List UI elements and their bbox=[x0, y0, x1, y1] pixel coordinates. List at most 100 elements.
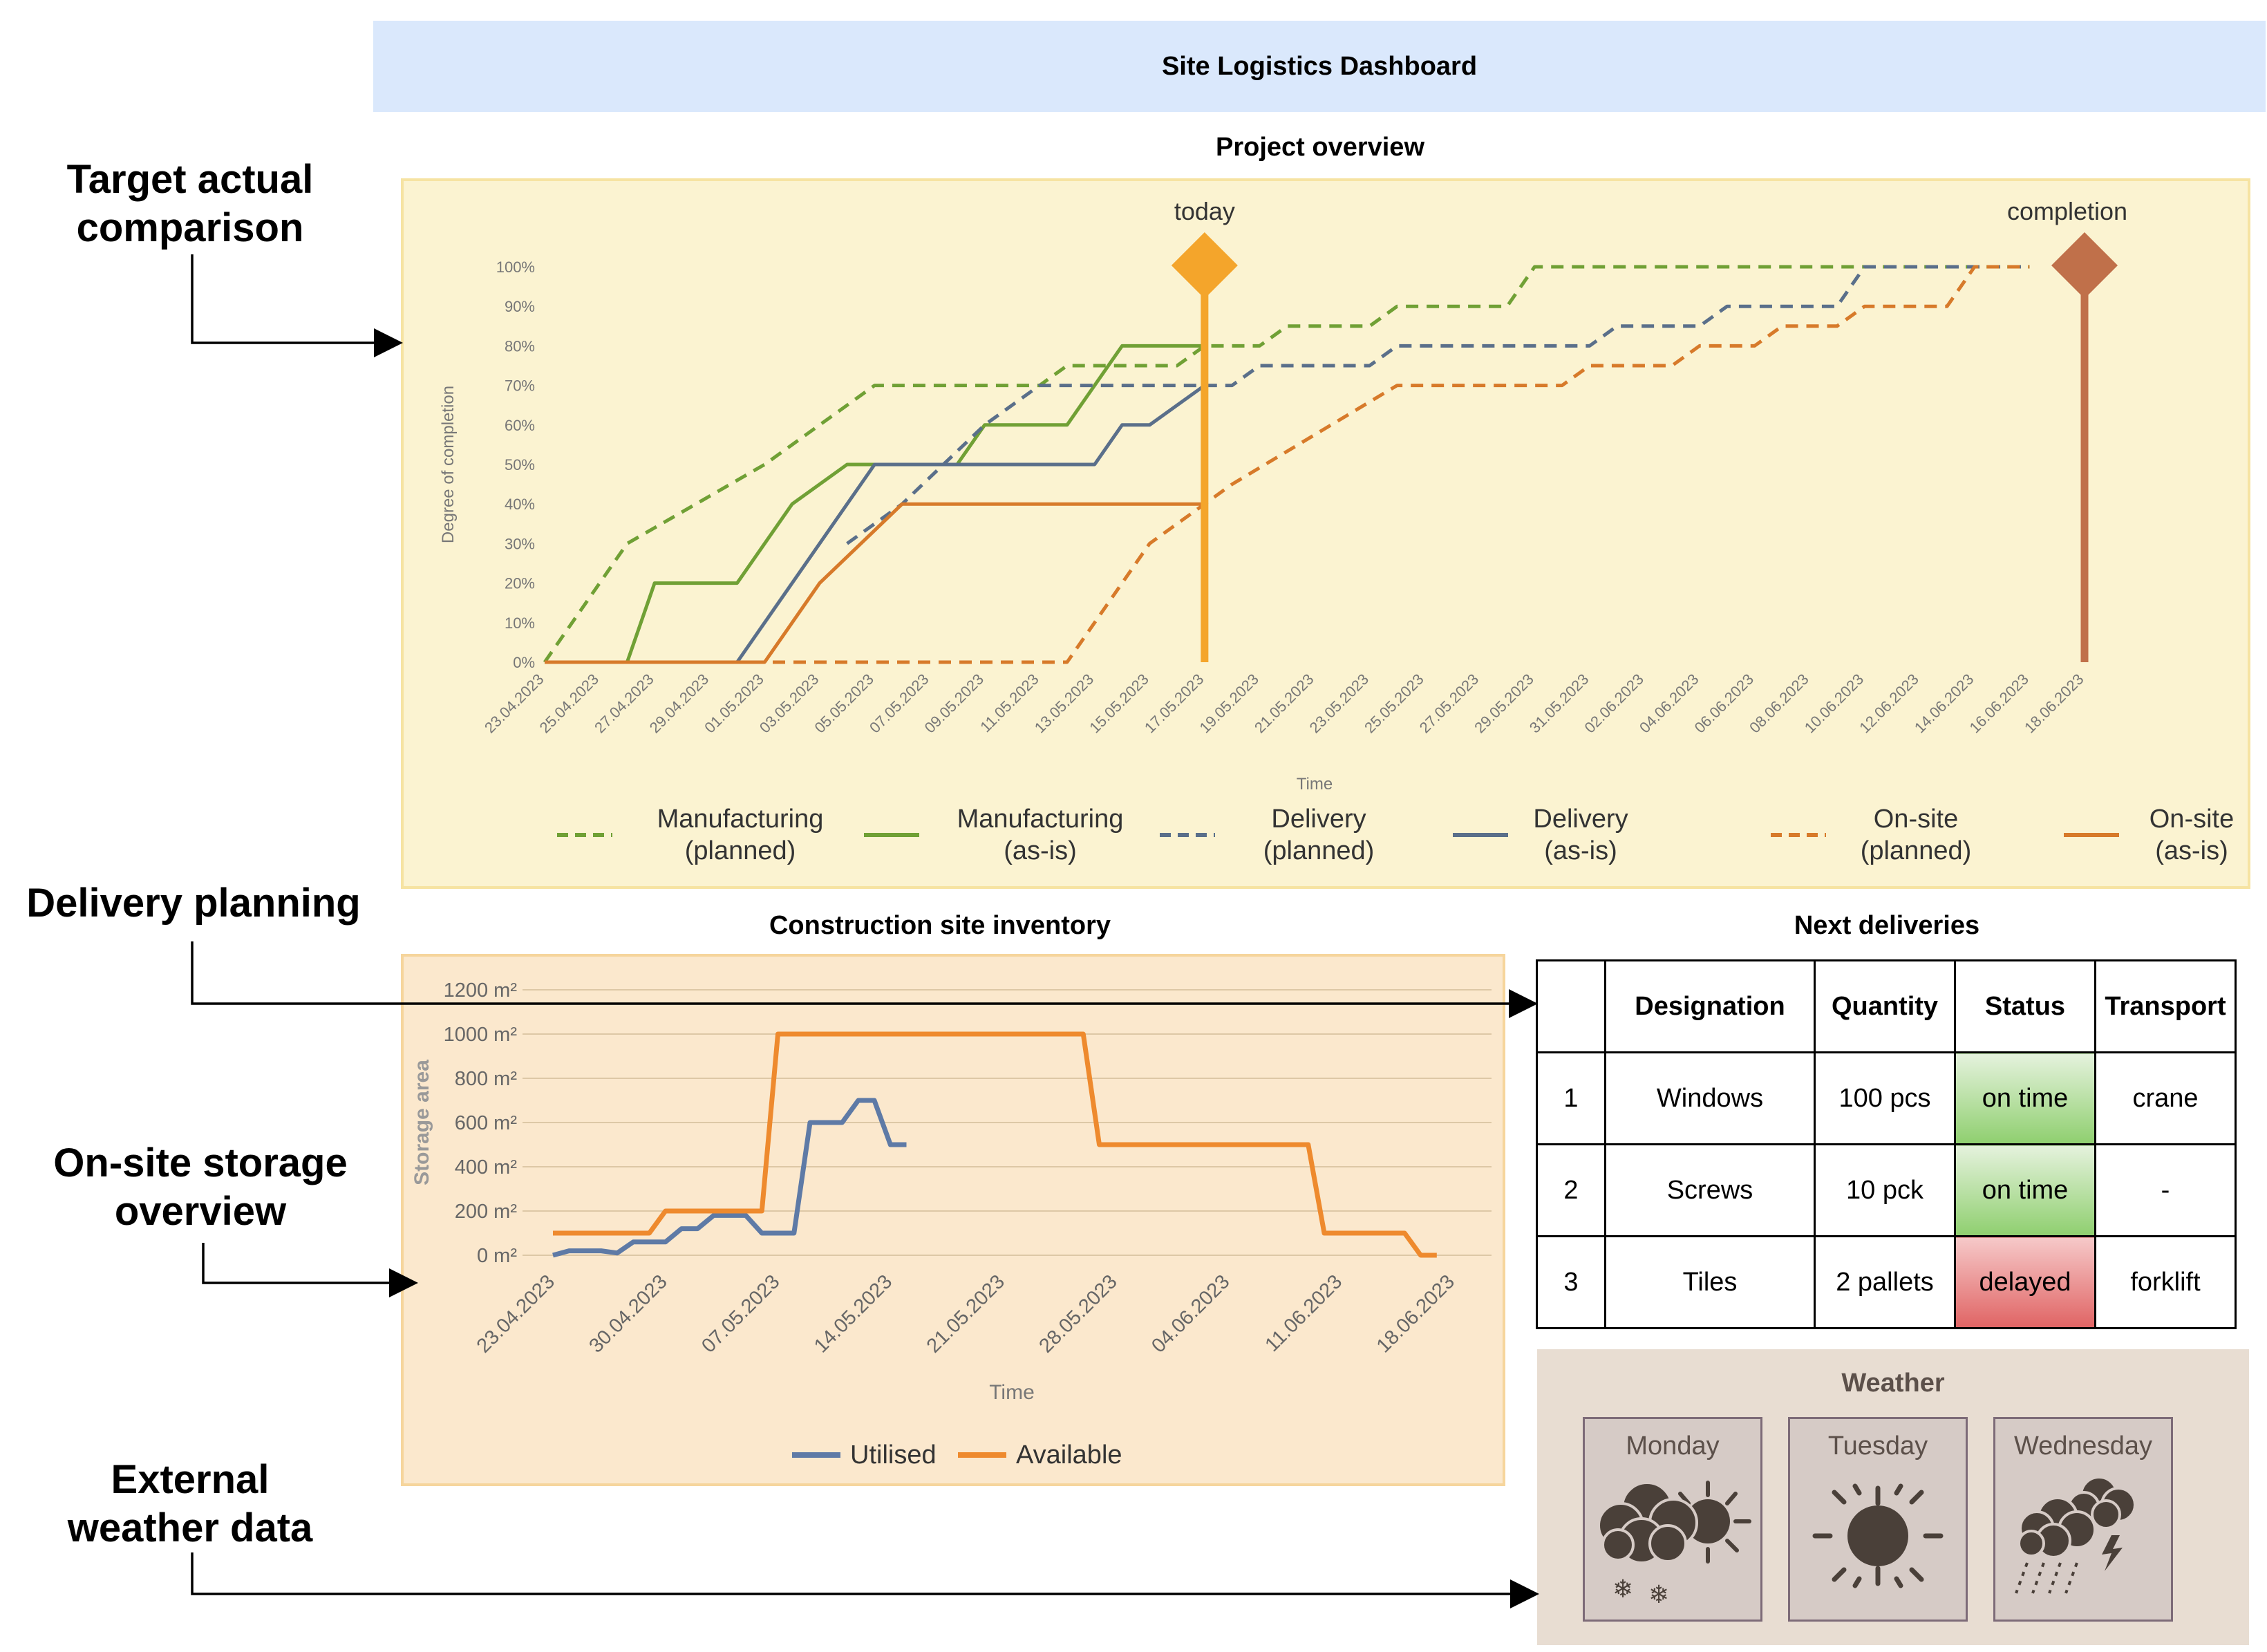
series-line-0 bbox=[543, 265, 2030, 664]
day-name: Wednesday bbox=[2014, 1432, 2152, 1461]
inventory-chart: 0 m² 200 m² 400 m² 600 m² 800 m² 1000 m² 1200 … bbox=[411, 979, 1492, 1404]
row-designation: Tiles bbox=[1604, 1235, 1816, 1329]
label-delivery-text: Delivery planning bbox=[26, 881, 361, 926]
label-on-site-storage: On-site storage overview bbox=[28, 1139, 373, 1236]
weather-day-wednesday[interactable]: Wednesday bbox=[1993, 1417, 2173, 1622]
row-designation: Screws bbox=[1604, 1143, 1816, 1237]
project-overview-title: Project overview bbox=[1215, 133, 1425, 162]
inventory-panel: 0 m² 200 m² 400 m² 600 m² 800 m² 1000 m² 1200 … bbox=[401, 954, 1505, 1486]
y-tick-label: 800 m² bbox=[455, 1068, 518, 1090]
legend-item: On-site (as-is) bbox=[2062, 803, 2250, 867]
y-tick-label: 90% bbox=[505, 298, 535, 315]
row-number: 2 bbox=[1536, 1143, 1606, 1237]
y-tick-label: 0 m² bbox=[477, 1245, 517, 1267]
label-target-actual-comparison: Target actual comparison bbox=[48, 156, 332, 252]
sun-icon bbox=[1812, 1483, 1944, 1588]
marker-label-today: today bbox=[1174, 197, 1235, 225]
legend-item: Utilised bbox=[791, 1439, 937, 1471]
row-quantity: 10 pck bbox=[1814, 1143, 1956, 1237]
dashboard-title-banner: Site Logistics Dashboard bbox=[373, 21, 2266, 112]
cloud-sun-snow-icon: ❄ ❄ bbox=[1597, 1481, 1751, 1609]
y-tick-label: 1200 m² bbox=[444, 979, 518, 1002]
legend-item: Manufacturing (as-is) bbox=[863, 803, 1147, 867]
y-tick-label: 10% bbox=[505, 614, 535, 632]
row-status-badge: on time bbox=[1954, 1143, 2096, 1237]
legend-swatch bbox=[792, 1452, 840, 1458]
legend-label: On-site (as-is) bbox=[2149, 805, 2235, 865]
label-external-weather: External weather data bbox=[48, 1456, 332, 1552]
row-quantity: 100 pcs bbox=[1814, 1051, 1956, 1145]
row-number: 3 bbox=[1536, 1235, 1606, 1329]
y-tick-label: 30% bbox=[505, 535, 535, 552]
row-transport: crane bbox=[2094, 1051, 2237, 1145]
series-line-5 bbox=[545, 502, 1205, 664]
legend-swatch bbox=[958, 1452, 1006, 1458]
table-header-row: Designation Quantity Status Transport bbox=[1536, 959, 2237, 1053]
x-axis-title: Time bbox=[1297, 775, 1333, 794]
y-tick-label: 0% bbox=[513, 654, 535, 671]
table-row[interactable]: 2 Screws 10 pck on time - bbox=[1536, 1143, 2237, 1237]
legend-label: Utilised bbox=[850, 1440, 937, 1470]
y-tick-label: 20% bbox=[505, 575, 535, 592]
legend-label: Manufacturing (as-is) bbox=[957, 805, 1124, 865]
table-row[interactable]: 1 Windows 100 pcs on time crane bbox=[1536, 1051, 2237, 1145]
next-deliveries-title: Next deliveries bbox=[1794, 911, 1980, 940]
y-tick-label: 50% bbox=[505, 456, 535, 473]
inventory-title: Construction site inventory bbox=[769, 911, 1111, 940]
arrow-delivery-to-table bbox=[191, 941, 1538, 1018]
legend-item: Manufacturing (planned) bbox=[556, 803, 854, 867]
y-tick-label: 200 m² bbox=[455, 1201, 518, 1223]
legend-item: On-site (planned) bbox=[1769, 803, 1992, 867]
row-transport: forklift bbox=[2094, 1235, 2237, 1329]
y-axis-title: Degree of completion bbox=[439, 386, 458, 543]
legend-label: Manufacturing (planned) bbox=[657, 805, 824, 865]
series-line-utilised bbox=[552, 1098, 907, 1258]
legend-item: Available bbox=[957, 1439, 1122, 1471]
arrow-target-to-overview bbox=[191, 254, 403, 357]
legend-swatch bbox=[1160, 833, 1215, 837]
marker-diamond-today bbox=[1171, 232, 1238, 299]
legend-label: On-site (planned) bbox=[1860, 805, 1972, 865]
svg-text:❄: ❄ bbox=[1612, 1575, 1633, 1604]
label-storage-text: On-site storage overview bbox=[53, 1141, 348, 1234]
legend-label: Delivery (planned) bbox=[1263, 805, 1375, 865]
column-header-transport: Transport bbox=[2094, 959, 2237, 1053]
table-row[interactable]: 3 Tiles 2 pallets delayed forklift bbox=[1536, 1235, 2237, 1329]
label-weather-text: External weather data bbox=[67, 1457, 313, 1550]
y-tick-label: 40% bbox=[505, 496, 535, 513]
dashboard-title: Site Logistics Dashboard bbox=[1161, 51, 1478, 81]
weather-day-tuesday[interactable]: Tuesday bbox=[1788, 1417, 1968, 1622]
column-header-quantity: Quantity bbox=[1814, 959, 1956, 1053]
day-name: Monday bbox=[1626, 1432, 1720, 1461]
weather-day-monday[interactable]: Monday ❄ ❄ bbox=[1583, 1417, 1762, 1622]
legend-swatch bbox=[2064, 833, 2119, 837]
marker-diamond-completion bbox=[2051, 232, 2118, 299]
label-target-text: Target actual comparison bbox=[66, 157, 314, 250]
y-tick-label: 60% bbox=[505, 417, 535, 434]
svg-text:❄: ❄ bbox=[1648, 1581, 1669, 1609]
legend-item: Delivery (as-is) bbox=[1451, 803, 1639, 867]
marker-label-completion: completion bbox=[2007, 197, 2127, 225]
arrow-weather-to-panel bbox=[191, 1552, 1539, 1608]
label-delivery-planning: Delivery planning bbox=[14, 879, 373, 928]
series-line-4 bbox=[545, 265, 2030, 664]
y-tick-label: 100% bbox=[496, 259, 535, 276]
column-header-designation: Designation bbox=[1604, 959, 1816, 1053]
row-status-badge: on time bbox=[1954, 1051, 2096, 1145]
row-number: 1 bbox=[1536, 1051, 1606, 1145]
legend-swatch bbox=[1453, 833, 1508, 837]
day-name: Tuesday bbox=[1827, 1432, 1928, 1461]
legend-label: Available bbox=[1016, 1440, 1122, 1470]
thunderstorm-rain-icon bbox=[2015, 1476, 2136, 1594]
y-tick-label: 80% bbox=[505, 337, 535, 355]
legend-item: Delivery (planned) bbox=[1158, 803, 1409, 867]
legend-swatch bbox=[864, 833, 919, 837]
row-status-badge: delayed bbox=[1954, 1235, 2096, 1329]
project-overview-chart: 0%10%20%30%40%50%60%70%80%90%100%23.04.2… bbox=[439, 197, 2127, 794]
y-tick-label: 70% bbox=[505, 377, 535, 395]
deliveries-table: Designation Quantity Status Transport 1 … bbox=[1536, 959, 2237, 1329]
y-tick-label: 600 m² bbox=[455, 1112, 518, 1134]
y-tick-label: 1000 m² bbox=[444, 1024, 518, 1046]
row-designation: Windows bbox=[1604, 1051, 1816, 1145]
